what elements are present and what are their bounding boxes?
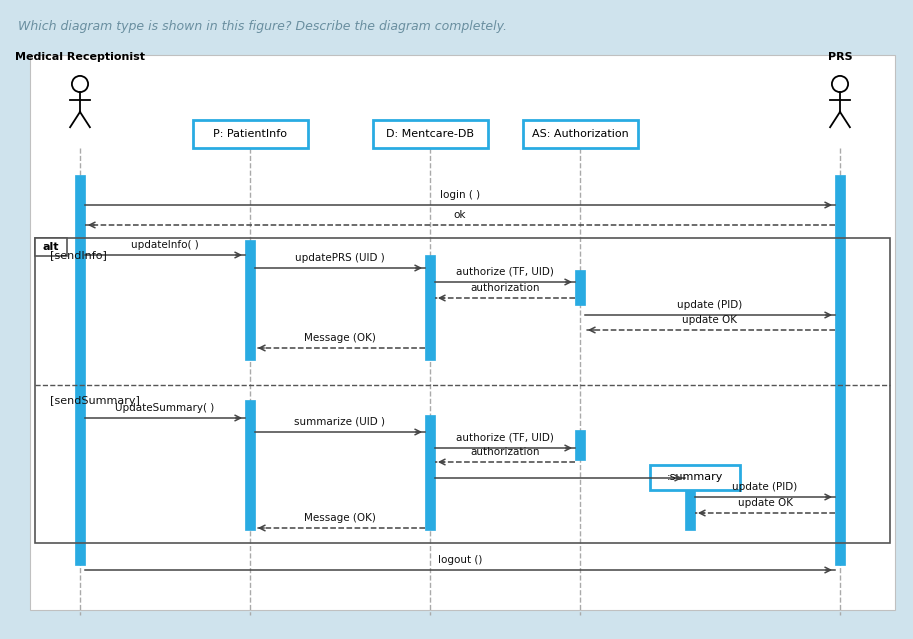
Text: login ( ): login ( ): [440, 190, 480, 200]
Text: authorize (TF, UID): authorize (TF, UID): [456, 267, 554, 277]
Bar: [35, 238, 890, 543]
Text: updateInfo( ): updateInfo( ): [131, 240, 199, 250]
Bar: [522, 120, 637, 148]
Text: update OK: update OK: [738, 498, 792, 508]
Bar: [835, 175, 845, 565]
Bar: [575, 430, 585, 460]
Bar: [35, 238, 67, 256]
Text: authorization: authorization: [470, 283, 540, 293]
Bar: [650, 465, 740, 490]
Bar: [425, 255, 435, 360]
Bar: [245, 400, 255, 530]
Bar: [575, 270, 585, 305]
Text: Medical Receptionist: Medical Receptionist: [15, 52, 145, 62]
Bar: [425, 415, 435, 530]
Text: authorization: authorization: [470, 447, 540, 457]
Text: Message (OK): Message (OK): [304, 333, 376, 343]
Text: ok: ok: [454, 210, 467, 220]
Text: update (PID): update (PID): [677, 300, 742, 310]
Bar: [75, 175, 85, 565]
Bar: [373, 120, 488, 148]
Text: D: Mentcare-DB: D: Mentcare-DB: [386, 129, 474, 139]
Text: P: PatientInfo: P: PatientInfo: [213, 129, 287, 139]
Text: [sendSummary]: [sendSummary]: [50, 396, 140, 406]
Text: authorize (TF, UID): authorize (TF, UID): [456, 433, 554, 443]
Text: AS: Authorization: AS: Authorization: [531, 129, 628, 139]
Text: Message (OK): Message (OK): [304, 513, 376, 523]
Bar: [30, 55, 895, 610]
Bar: [685, 480, 695, 530]
Bar: [245, 240, 255, 360]
Text: summarize (UID ): summarize (UID ): [295, 417, 385, 427]
Text: logout (): logout (): [438, 555, 482, 565]
Text: PRS: PRS: [828, 52, 853, 62]
Text: [sendInfo]: [sendInfo]: [50, 250, 107, 260]
Text: :summary: :summary: [666, 472, 723, 482]
Text: updatePRS (UID ): updatePRS (UID ): [295, 253, 385, 263]
Text: UpdateSummary( ): UpdateSummary( ): [115, 403, 215, 413]
Text: Which diagram type is shown in this figure? Describe the diagram completely.: Which diagram type is shown in this figu…: [18, 20, 507, 33]
Text: alt: alt: [43, 242, 59, 252]
Bar: [193, 120, 308, 148]
Text: update OK: update OK: [683, 315, 738, 325]
Text: update (PID): update (PID): [732, 482, 798, 492]
